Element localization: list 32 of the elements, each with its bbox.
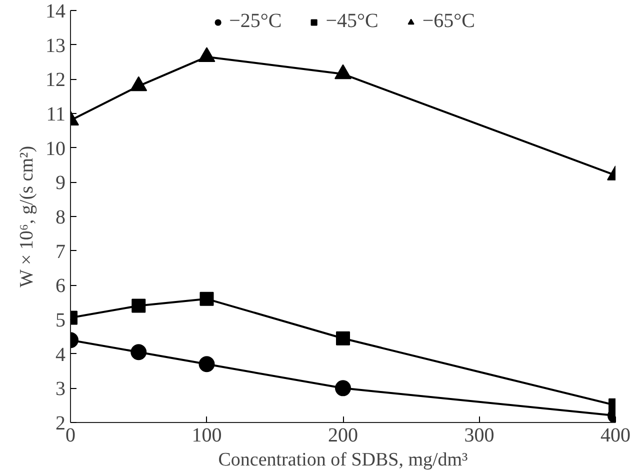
point xyxy=(200,292,214,306)
x-tick-label: 200 xyxy=(328,424,358,446)
point xyxy=(336,331,350,346)
legend-label: −25°C xyxy=(229,10,282,33)
y-tick-label: 8 xyxy=(56,206,66,228)
y-tick-label: 6 xyxy=(56,275,66,298)
point xyxy=(130,76,148,92)
legend-label: −65°C xyxy=(422,10,475,33)
y-tick-label: 9 xyxy=(56,172,66,194)
y-tick-label: 4 xyxy=(56,344,66,366)
legend-label: −45°C xyxy=(326,10,378,33)
y-tick-label: 7 xyxy=(56,240,66,263)
y-tick-label: 12 xyxy=(46,69,66,92)
y-tick-label: 3 xyxy=(56,378,66,400)
point xyxy=(198,47,216,62)
y-tick-label: 14 xyxy=(46,0,66,22)
x-tick-label: 0 xyxy=(66,424,76,446)
y-tick-label: 2 xyxy=(56,412,66,434)
point xyxy=(130,344,147,360)
x-tick-label: 400 xyxy=(600,424,630,446)
y-tick-label: 10 xyxy=(46,138,66,160)
point xyxy=(132,298,146,313)
y-axis-title: W × 10⁶, g/(s cm²) xyxy=(16,146,38,288)
y-tick-label: 11 xyxy=(46,104,66,126)
y-tick-label: 5 xyxy=(56,310,66,332)
x-tick-label: 300 xyxy=(464,424,494,446)
point xyxy=(335,380,351,396)
x-axis-title: Concentration of SDBS, mg/dm³ xyxy=(218,450,468,470)
x-tick-label: 100 xyxy=(192,424,222,446)
point xyxy=(334,64,352,80)
y-tick-label: 13 xyxy=(46,34,66,57)
point xyxy=(198,356,215,372)
